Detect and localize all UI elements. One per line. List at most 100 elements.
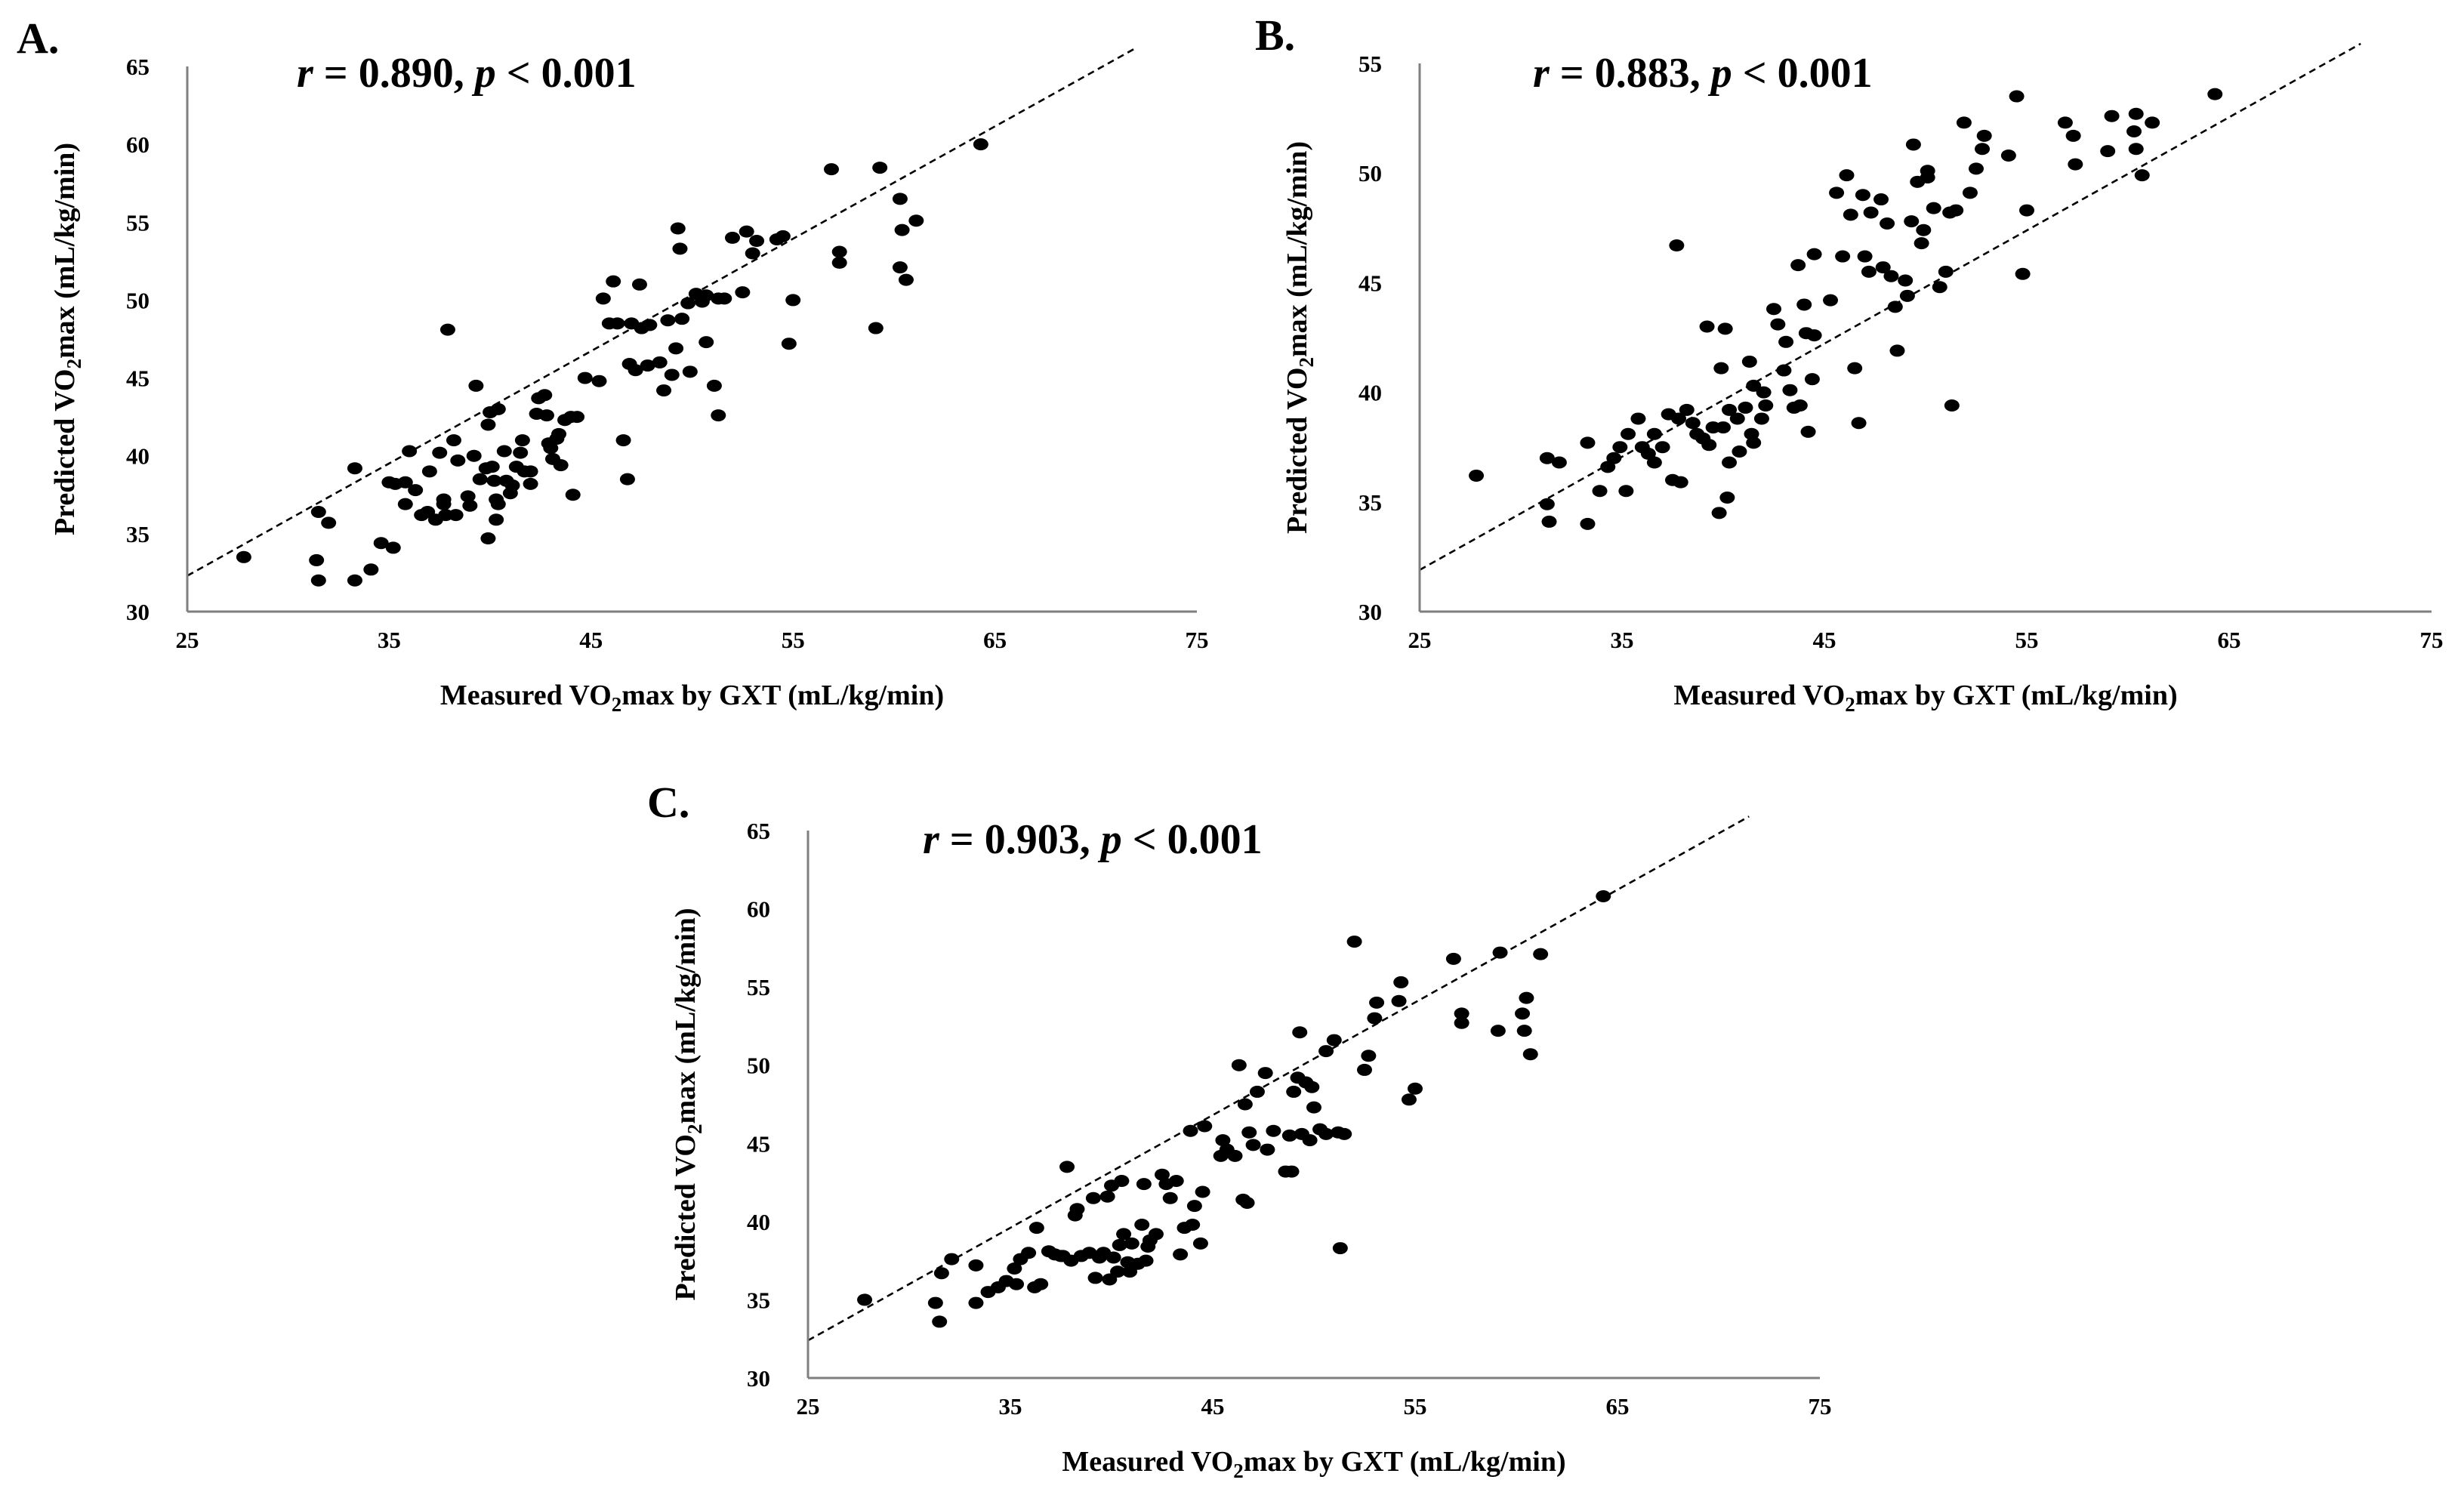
data-point <box>1839 169 1855 182</box>
data-point <box>1741 355 1757 368</box>
data-point <box>1515 1007 1531 1020</box>
data-point <box>1099 1190 1115 1203</box>
x-tick-label: 35 <box>1611 627 1634 653</box>
data-point <box>1776 364 1792 377</box>
data-point <box>1021 1247 1037 1259</box>
y-tick-label: 45 <box>1358 270 1382 296</box>
y-tick-label: 30 <box>126 599 150 625</box>
data-point <box>489 513 504 526</box>
data-point <box>397 498 413 510</box>
data-point <box>496 445 512 458</box>
data-point <box>1778 335 1794 348</box>
y-tick-label: 40 <box>747 1209 770 1235</box>
data-points <box>857 890 1611 1328</box>
data-points <box>236 138 988 587</box>
data-point <box>1863 206 1879 219</box>
data-point <box>1033 1278 1049 1290</box>
data-point <box>2009 90 2025 103</box>
x-tick-label: 45 <box>579 627 603 653</box>
data-point <box>310 574 326 587</box>
data-point <box>1318 1045 1334 1058</box>
data-point <box>698 289 714 302</box>
xlabel-pre: Measured VO <box>1062 1446 1233 1478</box>
data-point <box>480 418 496 431</box>
data-point <box>1673 476 1688 489</box>
identity-line <box>187 47 1137 577</box>
ylabel-subscript: 2 <box>683 1124 706 1135</box>
data-point <box>1596 890 1611 902</box>
data-point <box>1792 399 1808 412</box>
data-point <box>1722 403 1738 416</box>
data-point <box>1916 223 1932 236</box>
data-point <box>1790 259 1806 272</box>
title-p-symbol: p <box>472 50 496 97</box>
data-point <box>1539 498 1555 510</box>
data-point <box>1136 1178 1152 1191</box>
data-point <box>1249 1085 1265 1098</box>
data-point <box>1746 379 1762 392</box>
data-point <box>480 532 496 545</box>
data-point <box>309 553 325 566</box>
x-tick-label: 25 <box>176 627 199 653</box>
data-point <box>1539 452 1555 464</box>
data-point <box>711 409 726 422</box>
data-point <box>1719 491 1735 504</box>
data-point <box>490 498 506 510</box>
data-point <box>1197 1120 1213 1133</box>
data-point <box>1185 1219 1201 1231</box>
title-p-symbol: p <box>1708 50 1732 97</box>
y-tick-label: 50 <box>747 1053 770 1079</box>
data-point <box>1646 427 1662 440</box>
data-point <box>1920 165 1935 177</box>
ylabel-pre: Predicted VO <box>670 1134 702 1301</box>
data-point <box>402 445 418 458</box>
data-point <box>824 163 840 176</box>
data-point <box>1454 1016 1469 1029</box>
y-tick-label: 45 <box>126 365 150 392</box>
data-point <box>660 314 676 327</box>
data-point <box>1085 1191 1101 1204</box>
data-point <box>1956 116 1972 129</box>
data-point <box>543 442 559 455</box>
data-point <box>1669 239 1685 252</box>
data-point <box>1646 456 1662 469</box>
data-point <box>1806 248 1822 260</box>
data-point <box>609 317 625 330</box>
data-point <box>1713 362 1729 375</box>
data-point <box>1975 143 1991 156</box>
data-point <box>2134 169 2150 182</box>
data-point <box>2057 116 2073 129</box>
data-point <box>2000 149 2016 162</box>
y-tick-label: 55 <box>747 974 770 1000</box>
data-point <box>1679 403 1695 416</box>
title-p-value: < 0.001 <box>1732 50 1873 97</box>
y-axis-label: Predicted VO2max (mL/kg/min) <box>670 908 706 1300</box>
ylabel-subscript: 2 <box>1295 357 1318 368</box>
xlabel-pre: Measured VO <box>1673 680 1845 711</box>
data-point <box>2015 267 2031 280</box>
data-point <box>2068 158 2083 171</box>
data-point <box>1861 265 1877 278</box>
x-tick-label: 45 <box>1813 627 1836 653</box>
data-point <box>1302 1134 1318 1147</box>
data-point <box>1580 436 1596 449</box>
data-point <box>642 319 658 331</box>
data-point <box>1716 421 1731 434</box>
x-tick-label: 55 <box>1404 1393 1427 1420</box>
ylabel-post: max (mL/kg/min) <box>670 908 702 1124</box>
data-point <box>1899 289 1915 302</box>
data-point <box>1087 1272 1103 1284</box>
panel-label: A. <box>17 14 59 63</box>
data-point <box>1630 412 1646 425</box>
data-point <box>749 235 765 248</box>
data-point <box>898 273 914 286</box>
x-tick-label: 55 <box>2015 627 2039 653</box>
data-point <box>1337 1127 1352 1140</box>
data-point <box>781 338 797 350</box>
data-point <box>1671 412 1687 425</box>
chart-title: r = 0.890, p < 0.001 <box>297 50 637 97</box>
data-point <box>1701 439 1717 452</box>
y-tick-label: 50 <box>126 287 150 313</box>
data-point <box>674 313 690 325</box>
data-point <box>1580 517 1596 530</box>
